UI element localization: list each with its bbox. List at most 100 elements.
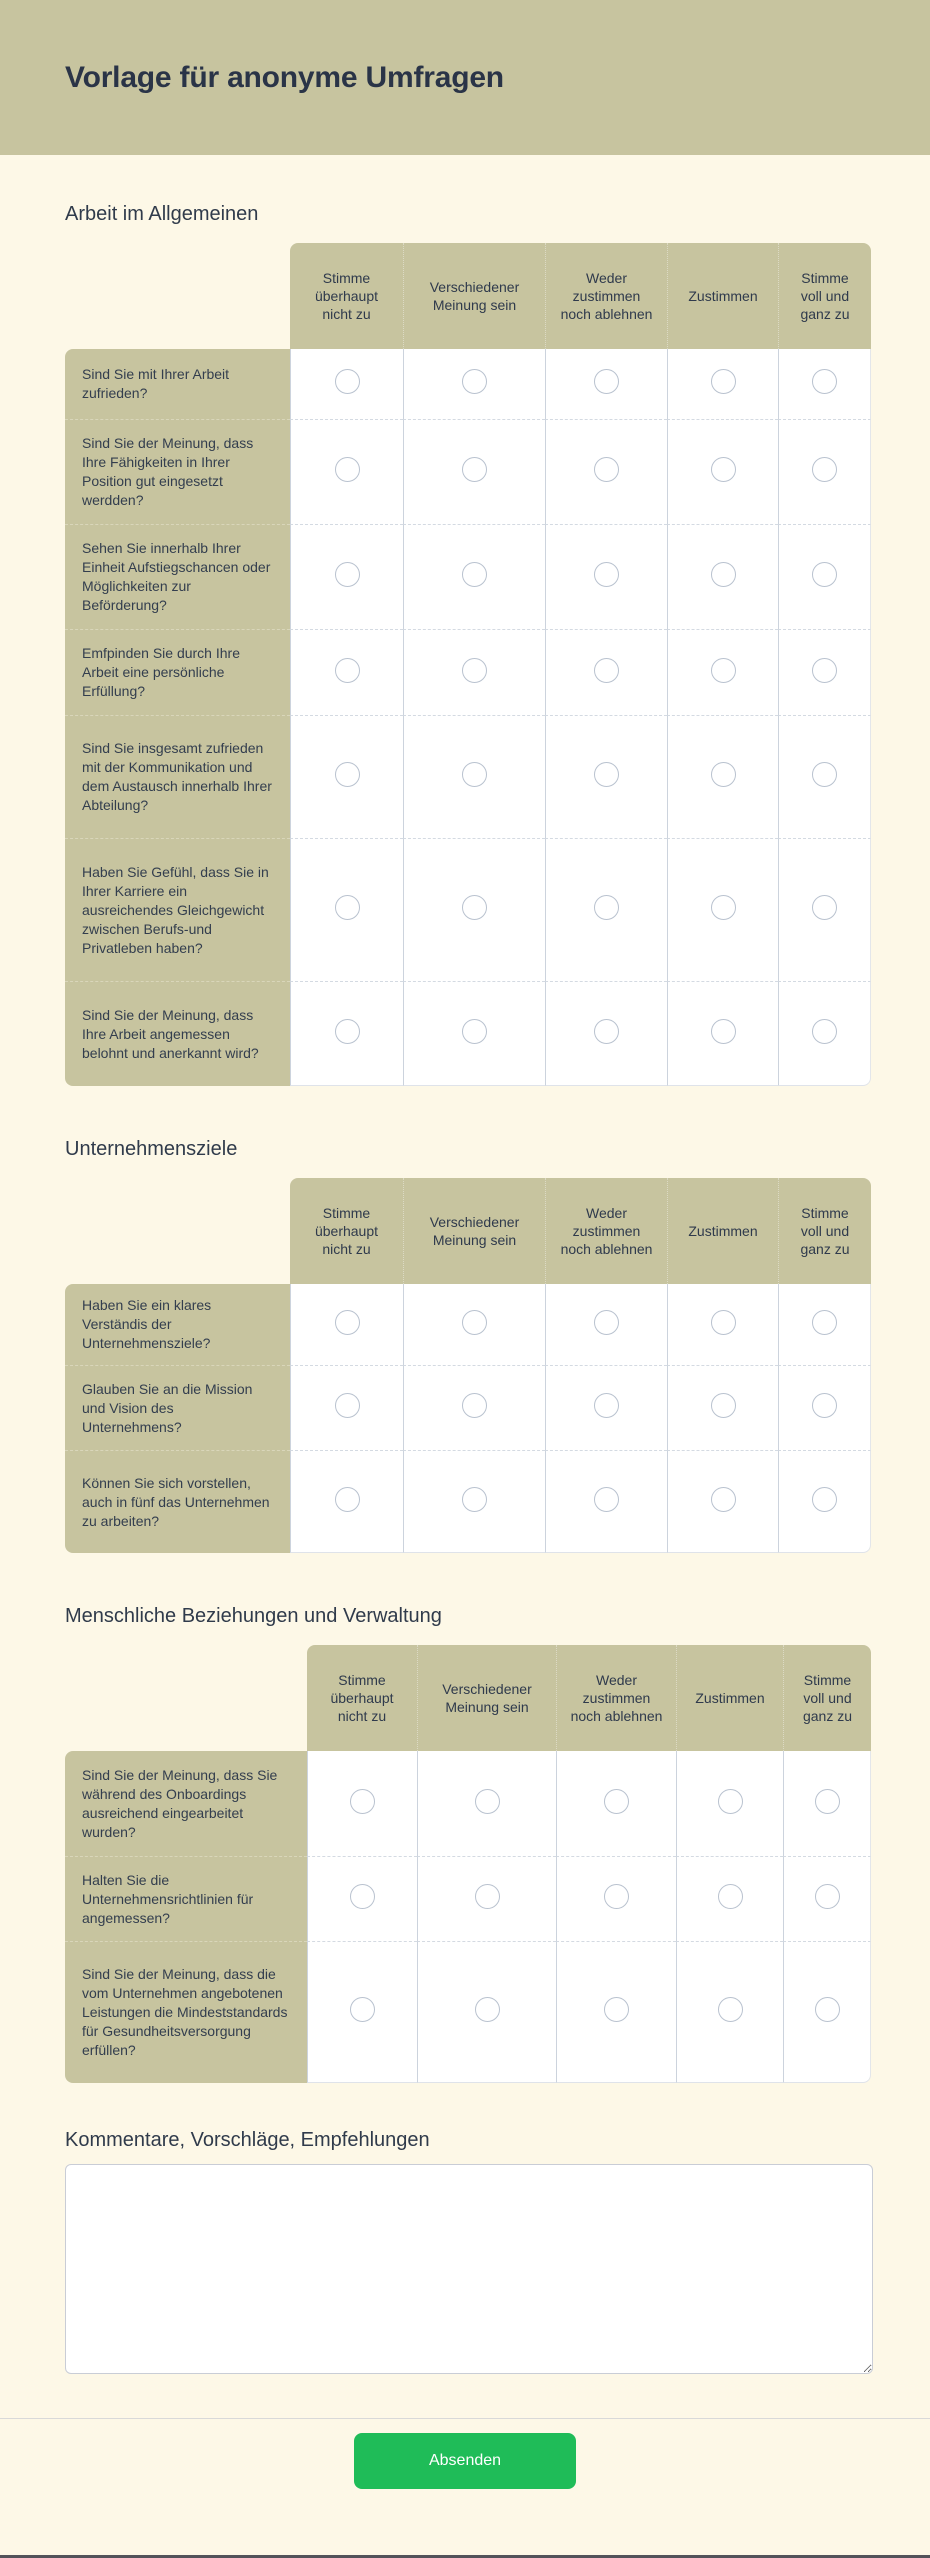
footer-divider (0, 2418, 930, 2419)
radio-option[interactable] (594, 1309, 619, 1335)
radio-option[interactable] (334, 369, 360, 394)
radio-option[interactable] (710, 457, 736, 482)
radio-option[interactable] (334, 1393, 360, 1418)
radio-option[interactable] (462, 762, 487, 787)
radio-option[interactable] (334, 1486, 360, 1512)
radio-option[interactable] (350, 1997, 375, 2022)
radio-option[interactable] (334, 1309, 360, 1335)
radio-option[interactable] (474, 1788, 500, 1814)
radio-option[interactable] (594, 657, 619, 683)
radio-option[interactable] (594, 762, 619, 787)
matrix-cell (290, 524, 403, 629)
radio-option[interactable] (462, 657, 487, 683)
radio-option[interactable] (814, 1997, 840, 2022)
radio-option[interactable] (717, 1788, 743, 1814)
radio-option[interactable] (604, 1997, 629, 2022)
radio-option[interactable] (594, 1393, 619, 1418)
radio-option[interactable] (334, 457, 360, 482)
comments-textarea[interactable] (65, 2164, 873, 2374)
matrix-cell (778, 1284, 871, 1365)
radio-option[interactable] (594, 457, 619, 482)
matrix-cell (556, 1751, 676, 1856)
radio-option[interactable] (462, 1309, 487, 1335)
radio-option[interactable] (710, 369, 736, 394)
radio-option[interactable] (594, 1486, 619, 1512)
matrix-cell (778, 419, 871, 524)
radio-option[interactable] (462, 895, 487, 920)
matrix-cell (417, 1856, 556, 1941)
radio-option[interactable] (334, 1018, 360, 1044)
matrix-cell (556, 1941, 676, 2083)
radio-option[interactable] (594, 562, 619, 587)
radio-option[interactable] (462, 457, 487, 482)
radio-option[interactable] (462, 1486, 487, 1512)
radio-option[interactable] (710, 1486, 736, 1512)
radio-option[interactable] (474, 1884, 500, 1909)
comments-title: Kommentare, Vorschläge, Empfehlungen (65, 2129, 430, 2151)
radio-option[interactable] (812, 657, 837, 683)
matrix-row: Sind Sie der Meinung, dass Sie während d… (65, 1751, 871, 1856)
matrix-row: Haben Sie ein klares Verständis der Unte… (65, 1284, 871, 1365)
radio-option[interactable] (462, 1018, 487, 1044)
radio-option[interactable] (334, 562, 360, 587)
radio-option[interactable] (710, 895, 736, 920)
matrix-cell (667, 1450, 778, 1553)
radio-option[interactable] (604, 1884, 629, 1909)
radio-option[interactable] (334, 762, 360, 787)
radio-option[interactable] (710, 1309, 736, 1335)
matrix-column-header: Stimme voll und ganz zu (778, 243, 871, 349)
radio-option[interactable] (594, 369, 619, 394)
submit-button[interactable]: Absenden (354, 2433, 576, 2489)
radio-option[interactable] (812, 762, 837, 787)
radio-option[interactable] (462, 369, 487, 394)
matrix-row: Sind Sie der Meinung, dass Ihre Fähigkei… (65, 419, 871, 524)
radio-option[interactable] (717, 1997, 743, 2022)
likert-matrix: Stimme überhaupt nicht zu Verschiedener M… (65, 1178, 871, 1553)
radio-option[interactable] (812, 562, 837, 587)
matrix-column-header: Stimme überhaupt nicht zu (290, 243, 403, 349)
radio-option[interactable] (350, 1884, 375, 1909)
radio-option[interactable] (814, 1884, 840, 1909)
radio-option[interactable] (812, 1486, 837, 1512)
radio-option[interactable] (334, 657, 360, 683)
radio-option[interactable] (462, 562, 487, 587)
radio-option[interactable] (594, 1018, 619, 1044)
radio-option[interactable] (594, 895, 619, 920)
matrix-row: Halten Sie die Unternehmensrichtlinien f… (65, 1856, 871, 1941)
radio-option[interactable] (710, 657, 736, 683)
matrix-cell (545, 1365, 667, 1450)
matrix-section: Menschliche Beziehungen und Verwaltung St… (65, 1605, 874, 2083)
matrix-row: Sind Sie mit Ihrer Arbeit zufrieden? (65, 349, 871, 419)
radio-option[interactable] (474, 1997, 500, 2022)
matrix-cell (667, 715, 778, 838)
radio-option[interactable] (812, 1309, 837, 1335)
matrix-section: Unternehmensziele Stimme überhaupt nicht … (65, 1138, 874, 1553)
radio-option[interactable] (334, 895, 360, 920)
radio-option[interactable] (812, 1393, 837, 1418)
radio-option[interactable] (814, 1788, 840, 1814)
radio-option[interactable] (350, 1788, 375, 1814)
matrix-cell (667, 629, 778, 715)
radio-option[interactable] (710, 1393, 736, 1418)
radio-option[interactable] (717, 1884, 743, 1909)
radio-option[interactable] (812, 1018, 837, 1044)
radio-option[interactable] (812, 457, 837, 482)
radio-option[interactable] (812, 369, 837, 394)
question-label: Glauben Sie an die Mission und Vision de… (65, 1365, 290, 1450)
radio-option[interactable] (462, 1393, 487, 1418)
radio-option[interactable] (812, 895, 837, 920)
radio-option[interactable] (604, 1788, 629, 1814)
matrix-cell (290, 715, 403, 838)
radio-option[interactable] (710, 562, 736, 587)
matrix-column-header: Verschiedener Meinung sein (403, 243, 545, 349)
matrix-cell (403, 981, 545, 1086)
radio-option[interactable] (710, 1018, 736, 1044)
comments-section: Kommentare, Vorschläge, Empfehlungen (65, 2129, 874, 2374)
matrix-cell (783, 1941, 871, 2083)
question-label: Sind Sie der Meinung, dass Ihre Arbeit a… (65, 981, 290, 1086)
matrix-cell (403, 1284, 545, 1365)
matrix-cell (556, 1856, 676, 1941)
matrix-cell (290, 981, 403, 1086)
radio-option[interactable] (710, 762, 736, 787)
